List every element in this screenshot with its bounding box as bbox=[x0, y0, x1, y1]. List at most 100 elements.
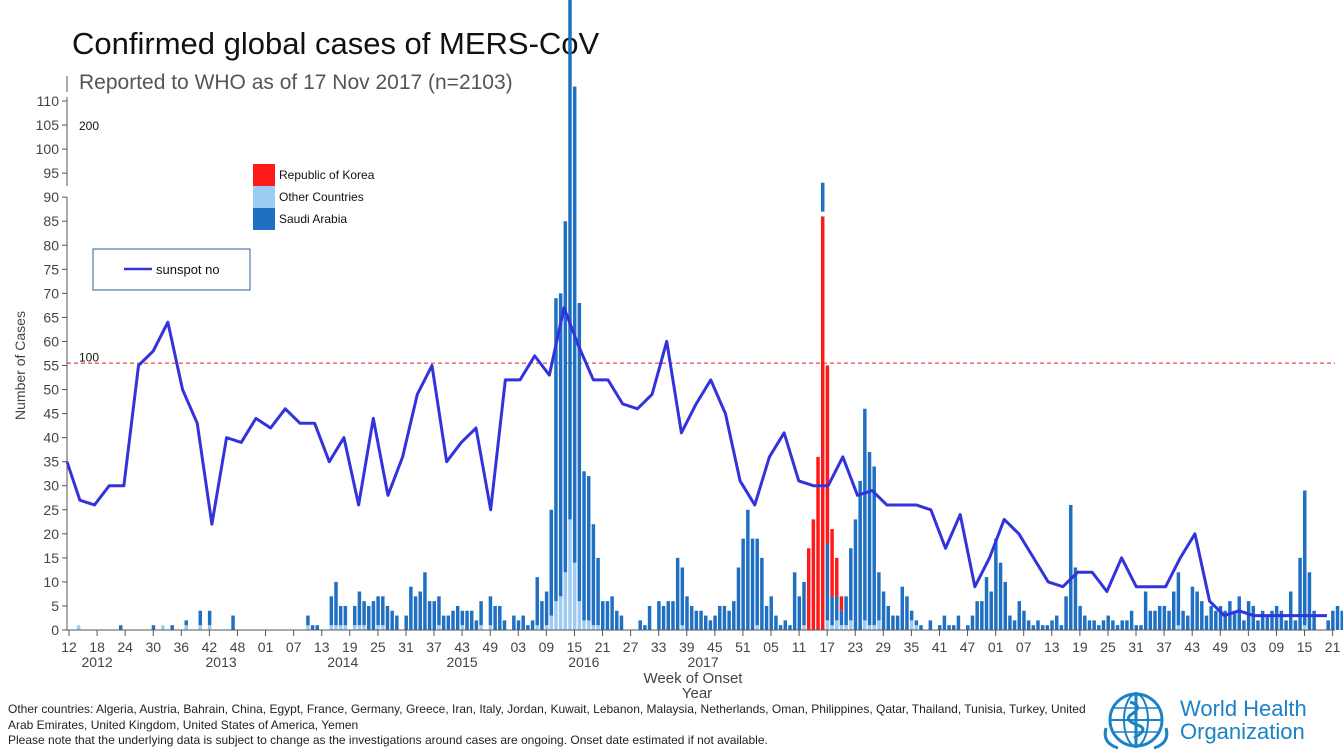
y-tick-label: 90 bbox=[43, 189, 59, 205]
x-tick-label: 21 bbox=[595, 639, 611, 655]
bar-saudi-arabia bbox=[881, 591, 886, 630]
x-tick-label: 33 bbox=[651, 639, 667, 655]
legend-swatch bbox=[253, 208, 275, 230]
bar-republic-of-korea bbox=[806, 548, 811, 630]
bar-saudi-arabia bbox=[395, 615, 399, 630]
bar-saudi-arabia bbox=[498, 605, 502, 630]
bar-saudi-arabia bbox=[1106, 615, 1110, 630]
x-axis-year-title: Year bbox=[682, 685, 712, 700]
bar-other-countries bbox=[835, 620, 839, 630]
bar-saudi-arabia bbox=[956, 615, 961, 630]
bar-saudi-arabia bbox=[722, 605, 727, 630]
x-tick-label: 15 bbox=[1297, 639, 1313, 655]
bar-saudi-arabia bbox=[596, 557, 600, 626]
bar-saudi-arabia bbox=[1083, 615, 1087, 630]
bar-saudi-arabia bbox=[1288, 591, 1293, 630]
bar-saudi-arabia bbox=[750, 538, 755, 630]
bar-saudi-arabia bbox=[989, 591, 993, 630]
bar-saudi-arabia bbox=[1153, 610, 1157, 630]
bar-saudi-arabia bbox=[357, 591, 362, 626]
bar-saudi-arabia bbox=[1036, 620, 1040, 630]
bar-republic-of-korea bbox=[830, 529, 834, 597]
bar-saudi-arabia bbox=[666, 601, 671, 630]
y-tick-label: 40 bbox=[43, 430, 59, 446]
bar-saudi-arabia bbox=[1097, 625, 1101, 630]
bar-saudi-arabia bbox=[689, 605, 694, 630]
y-tick-label: 20 bbox=[43, 526, 59, 542]
bar-other-countries bbox=[488, 625, 493, 630]
x-tick-label: 27 bbox=[623, 639, 639, 655]
bar-saudi-arabia bbox=[741, 538, 745, 630]
x-tick-label: 47 bbox=[960, 639, 976, 655]
x-tick-label: 03 bbox=[510, 639, 526, 655]
bar-other-countries bbox=[554, 601, 558, 630]
bar-saudi-arabia bbox=[680, 567, 685, 626]
bar-saudi-arabia bbox=[1274, 605, 1279, 630]
bar-saudi-arabia bbox=[1003, 581, 1007, 630]
bar-saudi-arabia bbox=[942, 615, 947, 630]
bar-saudi-arabia bbox=[839, 610, 844, 626]
bar-saudi-arabia bbox=[338, 605, 343, 626]
bar-saudi-arabia bbox=[1298, 557, 1302, 630]
year-label: 2015 bbox=[447, 654, 478, 670]
bar-saudi-arabia bbox=[774, 615, 778, 630]
bar-other-countries bbox=[568, 519, 572, 630]
y-tick-label: 85 bbox=[43, 213, 59, 229]
bar-other-countries bbox=[867, 625, 872, 630]
bar-saudi-arabia bbox=[558, 293, 563, 597]
bar-other-countries bbox=[161, 625, 165, 630]
bar-other-countries bbox=[479, 625, 483, 630]
bar-saudi-arabia bbox=[1232, 610, 1237, 630]
bar-saudi-arabia bbox=[385, 605, 390, 630]
x-tick-label: 24 bbox=[117, 639, 133, 655]
bar-saudi-arabia bbox=[980, 601, 984, 630]
x-tick-label: 41 bbox=[932, 639, 948, 655]
bar-saudi-arabia bbox=[760, 557, 764, 630]
bar-saudi-arabia bbox=[1181, 610, 1185, 630]
bar-saudi-arabia bbox=[853, 519, 858, 630]
bar-other-countries bbox=[306, 625, 310, 630]
bar-other-countries bbox=[825, 620, 830, 630]
bar-saudi-arabia bbox=[1125, 620, 1129, 630]
bar-saudi-arabia bbox=[1059, 625, 1064, 630]
bar-saudi-arabia bbox=[423, 572, 427, 630]
bar-saudi-arabia bbox=[1218, 605, 1223, 630]
bar-saudi-arabia bbox=[1054, 615, 1059, 630]
year-label: 2014 bbox=[327, 654, 358, 670]
bar-other-countries bbox=[1303, 625, 1307, 630]
bar-other-countries bbox=[460, 625, 465, 630]
bar-saudi-arabia bbox=[1050, 620, 1054, 630]
bar-saudi-arabia bbox=[1031, 625, 1036, 630]
bar-saudi-arabia bbox=[376, 596, 380, 626]
year-label: 2012 bbox=[82, 654, 113, 670]
y-tick-label: 105 bbox=[36, 117, 60, 133]
bar-saudi-arabia bbox=[563, 221, 568, 573]
bar-saudi-arabia bbox=[638, 620, 642, 630]
bar-saudi-arabia bbox=[1120, 620, 1124, 630]
bar-saudi-arabia bbox=[1270, 610, 1274, 630]
x-tick-label: 48 bbox=[230, 639, 246, 655]
bar-saudi-arabia bbox=[675, 557, 680, 630]
bar-saudi-arabia bbox=[858, 480, 862, 630]
bar-saudi-arabia bbox=[549, 509, 554, 616]
bar-saudi-arabia bbox=[1171, 591, 1176, 630]
bar-saudi-arabia bbox=[521, 615, 525, 630]
bar-saudi-arabia bbox=[914, 620, 919, 626]
bar-saudi-arabia bbox=[1176, 572, 1181, 626]
bar-saudi-arabia bbox=[362, 601, 366, 626]
bar-saudi-arabia bbox=[1064, 596, 1068, 630]
bar-saudi-arabia bbox=[699, 610, 703, 630]
bar-saudi-arabia bbox=[895, 615, 900, 630]
bar-other-countries bbox=[563, 572, 568, 630]
bar-saudi-arabia bbox=[825, 543, 830, 621]
bar-saudi-arabia bbox=[1129, 610, 1134, 630]
bar-saudi-arabia bbox=[1157, 605, 1162, 630]
x-tick-label: 42 bbox=[202, 639, 218, 655]
x-tick-label: 18 bbox=[89, 639, 105, 655]
bar-saudi-arabia bbox=[404, 615, 408, 630]
bar-republic-of-korea bbox=[816, 456, 820, 630]
bar-republic-of-korea bbox=[820, 216, 825, 630]
x-tick-label: 43 bbox=[1184, 639, 1200, 655]
x-tick-label: 37 bbox=[426, 639, 442, 655]
bar-saudi-arabia bbox=[900, 586, 905, 630]
